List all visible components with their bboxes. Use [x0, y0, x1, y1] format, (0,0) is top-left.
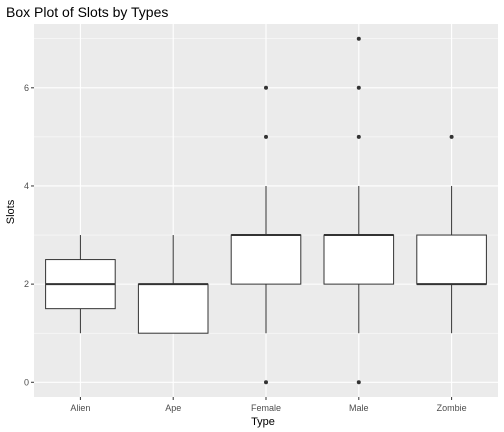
box-alien	[45, 235, 116, 334]
outlier-point	[449, 134, 454, 139]
x-tick-label: Male	[349, 403, 369, 413]
x-tick-label: Alien	[70, 403, 90, 413]
y-axis: 0 2 4 6	[24, 83, 34, 387]
y-axis-title: Slots	[5, 199, 17, 224]
y-tick-label: 2	[24, 279, 29, 289]
boxes-layer	[45, 36, 487, 385]
x-tick-label: Female	[251, 403, 281, 413]
outlier-point	[264, 85, 268, 90]
box-iqr	[137, 283, 209, 334]
box-iqr	[416, 234, 487, 285]
box-ape	[137, 235, 209, 334]
x-axis: Alien Ape Female Male Zombie	[70, 397, 467, 413]
box-iqr	[230, 234, 302, 285]
outlier-point	[356, 36, 361, 41]
outlier-point	[356, 380, 361, 385]
outlier-point	[264, 380, 268, 385]
box-iqr	[323, 234, 395, 285]
chart-title: Box Plot of Slots by Types	[6, 4, 168, 20]
x-tick-label: Zombie	[437, 403, 467, 413]
box-female	[230, 85, 302, 385]
outlier-point	[264, 134, 268, 139]
box-male	[323, 36, 395, 385]
x-axis-title: Type	[251, 416, 275, 428]
outlier-point	[356, 85, 361, 90]
x-tick-label: Ape	[165, 403, 181, 413]
box-zombie	[416, 134, 487, 334]
y-tick-label: 0	[24, 377, 29, 387]
outlier-point	[356, 134, 361, 139]
y-tick-label: 6	[24, 83, 29, 93]
y-tick-label: 4	[24, 181, 29, 191]
